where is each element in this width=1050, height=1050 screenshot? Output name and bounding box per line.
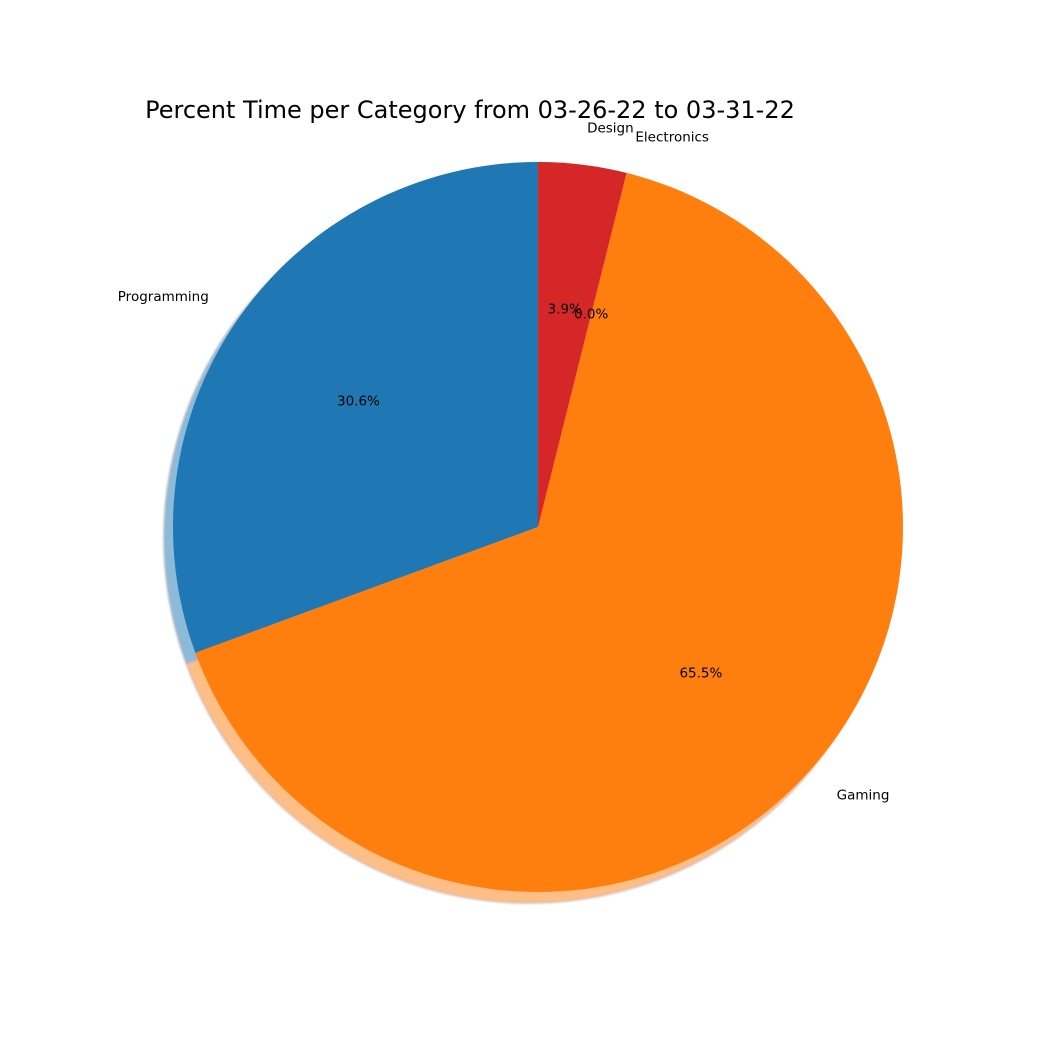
- slice-programming: [172, 162, 538, 653]
- slice-gaming: [195, 172, 903, 892]
- label-gaming: Gaming: [837, 787, 890, 803]
- chart-title: Percent Time per Category from 03-26-22 …: [145, 96, 795, 124]
- pct-gaming: 65.5%: [679, 665, 722, 681]
- pie-labels: Programming 30.6% Gaming 65.5% Electronics 0.…: [118, 121, 890, 804]
- label-electronics: Electronics: [635, 129, 709, 145]
- pct-programming: 30.6%: [337, 394, 380, 410]
- slice-design: [538, 161, 627, 527]
- label-programming: Programming: [118, 289, 209, 305]
- pie-slices: [172, 161, 903, 892]
- pct-design: 3.9%: [548, 302, 582, 318]
- pct-electronics: 0.0%: [574, 307, 608, 323]
- label-design: Design: [587, 121, 634, 137]
